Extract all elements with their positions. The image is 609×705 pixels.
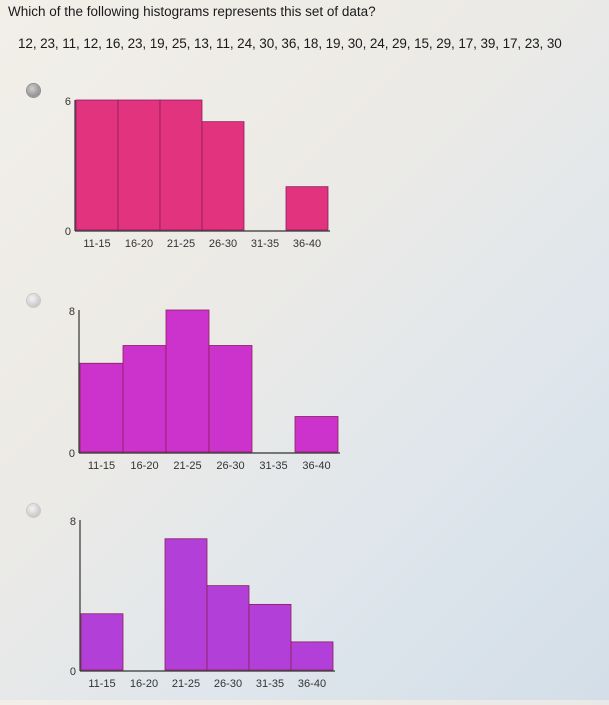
y-tick-label-zero: 0: [65, 226, 71, 238]
question-text: Which of the following histograms repres…: [8, 4, 376, 19]
bar-16-20: [122, 345, 167, 453]
x-tick-label: 21-25: [172, 678, 200, 690]
x-tick-label: 16-20: [125, 238, 153, 250]
bar-11-15: [80, 613, 124, 671]
x-tick-label: 31-35: [259, 460, 287, 472]
x-tick-label: 16-20: [130, 678, 158, 690]
y-tick-label-top: 8: [69, 306, 75, 318]
x-tick-label: 21-25: [173, 460, 201, 472]
y-tick-label-top: 8: [70, 516, 76, 528]
option-1-radio[interactable]: [27, 84, 40, 97]
bar-26-30: [206, 585, 250, 671]
x-tick-label: 36-40: [293, 238, 321, 250]
bar-31-35: [248, 603, 292, 671]
y-tick-label-zero: 0: [69, 448, 75, 460]
bar-16-20: [117, 99, 161, 231]
bar-21-25: [165, 309, 210, 453]
bar-36-40: [294, 416, 339, 453]
x-tick-label: 36-40: [298, 678, 326, 690]
x-tick-label: 26-30: [216, 460, 244, 472]
histogram-option-3: 11-15 16-20 21-25 26-30 31-35 36-40 8 0: [70, 516, 335, 690]
bar-21-25: [164, 538, 208, 671]
bar-26-30: [201, 121, 245, 231]
bar-36-40: [290, 641, 334, 671]
y-tick-label-top: 6: [65, 96, 71, 108]
x-tick-label: 11-15: [83, 238, 110, 250]
bar-26-30: [208, 345, 253, 453]
histogram-option-1: 11-15 16-20 21-25 26-30 31-35 36-40 6 0: [65, 96, 330, 250]
option-3-radio[interactable]: [27, 504, 40, 517]
bar-11-15: [75, 99, 119, 231]
x-tick-label: 16-20: [130, 460, 158, 472]
x-tick-label: 11-15: [88, 678, 115, 690]
answer-option-3[interactable]: 11-15 16-20 21-25 26-30 31-35 36-40 8 0: [0, 500, 609, 700]
y-tick-label-zero: 0: [70, 666, 76, 678]
x-tick-label: 11-15: [88, 460, 115, 472]
dataset-text: 12, 23, 11, 12, 16, 23, 19, 25, 13, 11, …: [18, 36, 562, 51]
answer-option-1[interactable]: 11-15 16-20 21-25 26-30 31-35 36-40 6 0: [0, 80, 609, 270]
x-tick-label: 21-25: [167, 238, 195, 250]
histogram-option-2: 11-15 16-20 21-25 26-30 31-35 36-40 8 0: [69, 306, 340, 472]
option-2-radio[interactable]: [27, 294, 40, 307]
x-tick-label: 31-35: [256, 678, 284, 690]
bar-21-25: [159, 99, 203, 231]
x-tick-label: 26-30: [214, 678, 242, 690]
answer-option-2[interactable]: 11-15 16-20 21-25 26-30 31-35 36-40 8 0: [0, 290, 609, 490]
bar-36-40: [285, 186, 329, 231]
x-tick-label: 26-30: [209, 238, 237, 250]
x-tick-label: 36-40: [302, 460, 330, 472]
x-tick-label: 31-35: [251, 238, 279, 250]
bar-11-15: [79, 362, 124, 453]
